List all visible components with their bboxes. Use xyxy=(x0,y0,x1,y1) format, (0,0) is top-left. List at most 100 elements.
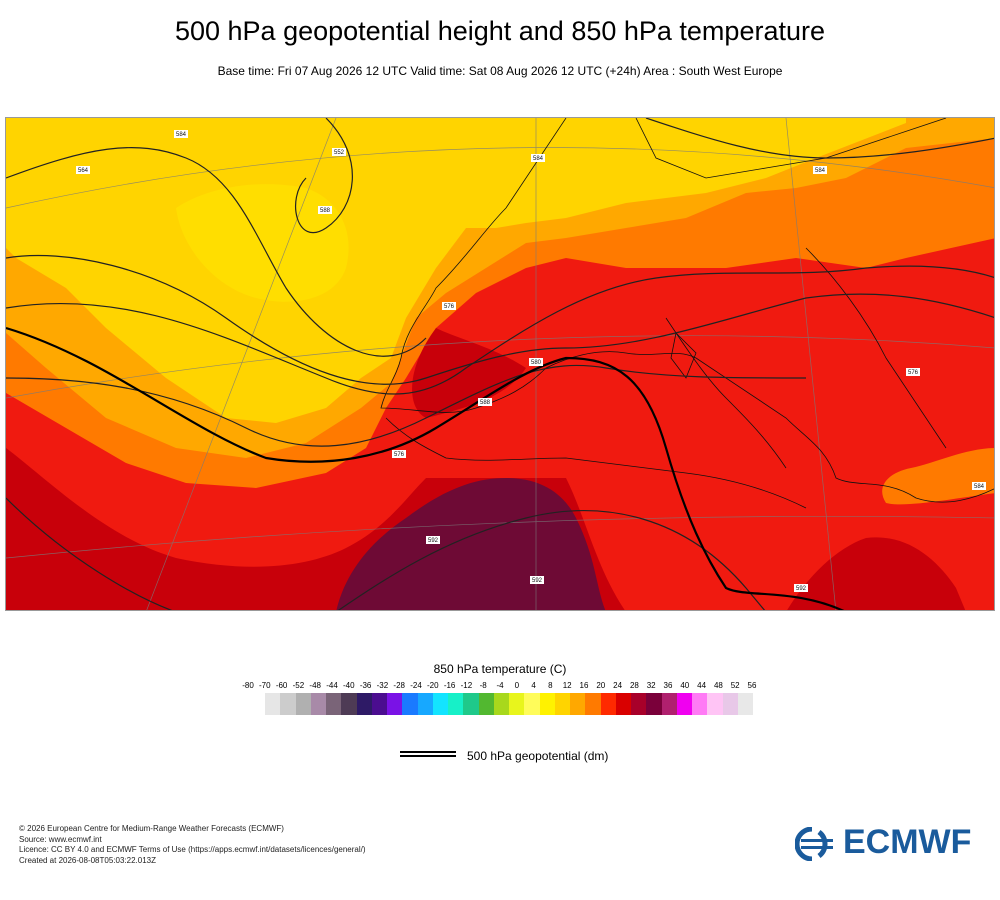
copyright-line: © 2026 European Centre for Medium-Range … xyxy=(19,824,284,833)
legend-tick-label: -16 xyxy=(443,681,456,690)
legend-tick-label: -52 xyxy=(292,681,305,690)
svg-text:564: 564 xyxy=(78,168,89,174)
legend-tick-label: 44 xyxy=(697,681,707,690)
contour-label: 584 xyxy=(813,166,827,174)
color-swatch xyxy=(676,693,692,715)
contour-label: 588 xyxy=(318,206,332,214)
color-swatch xyxy=(417,693,433,715)
contour-label: 576 xyxy=(906,368,920,376)
color-swatch xyxy=(310,693,326,715)
svg-text:592: 592 xyxy=(428,538,439,544)
legend-tick-label: -32 xyxy=(376,681,389,690)
legend-tick-label: -44 xyxy=(326,681,338,690)
legend-tick-label: 52 xyxy=(730,681,740,690)
contour-label: 588 xyxy=(478,398,492,406)
color-swatch xyxy=(402,693,418,715)
svg-text:588: 588 xyxy=(480,400,491,406)
licence-line: Licence: CC BY 4.0 and ECMWF Terms of Us… xyxy=(19,845,366,854)
legend-ticks: -80 -70 -60 -52 -48 -44 -40 -36 -32 -28 -24 -20 -16-… xyxy=(240,681,760,693)
ecmwf-logo-text: ECMWF xyxy=(843,823,972,861)
legend-tick-label: -24 xyxy=(410,681,422,690)
legend-tick-label: -60 xyxy=(275,681,288,690)
color-swatch xyxy=(585,693,601,715)
svg-text:584: 584 xyxy=(533,156,544,162)
legend-tick-label: -40 xyxy=(343,681,355,690)
color-swatch xyxy=(692,693,708,715)
color-swatch xyxy=(524,693,540,715)
coastlines xyxy=(380,118,994,509)
created-line: Created at 2026-08-08T05:03:22.013Z xyxy=(19,855,156,865)
map-canvas: 564 552 576 580 584 588 592 576 584 592 … xyxy=(6,118,994,610)
color-swatch xyxy=(509,693,525,715)
legend-tick-label: 40 xyxy=(680,681,690,690)
color-swatch xyxy=(295,693,311,715)
color-swatch xyxy=(554,693,570,715)
color-swatch xyxy=(570,693,586,715)
legend-tick-label: 16 xyxy=(579,681,589,690)
geopotential-legend: 500 hPa geopotential (dm) xyxy=(400,748,700,766)
color-swatch xyxy=(387,693,403,715)
legend-tick-label: 36 xyxy=(663,681,673,690)
legend-tick-label: 8 xyxy=(548,681,553,690)
color-swatch xyxy=(600,693,616,715)
legend-tick-label: 56 xyxy=(747,681,757,690)
legend-tick-label: 24 xyxy=(613,681,623,690)
legend-tick-label: -4 xyxy=(496,681,504,690)
legend-tick-label: -36 xyxy=(359,681,372,690)
legend-tick-label: 0 xyxy=(514,681,520,690)
legend-tick-label: -70 xyxy=(259,681,271,690)
legend-tick-label: 28 xyxy=(629,681,639,690)
color-swatch xyxy=(661,693,677,715)
color-swatch xyxy=(722,693,738,715)
footer-credits: © 2026 European Centre for Medium-Range … xyxy=(19,824,366,866)
band-darkred xyxy=(412,328,526,418)
legend-tick-label: 20 xyxy=(596,681,606,690)
weather-map: 564 552 576 580 584 588 592 576 584 592 … xyxy=(5,117,995,611)
contour-label: 580 xyxy=(529,358,543,366)
color-scale-bar xyxy=(265,693,753,715)
contour-label: 584 xyxy=(531,154,545,162)
svg-text:552: 552 xyxy=(334,150,345,156)
contour-label: 592 xyxy=(426,536,440,544)
svg-text:592: 592 xyxy=(796,586,807,592)
color-swatch xyxy=(326,693,342,715)
svg-text:576: 576 xyxy=(908,370,919,376)
graticule xyxy=(6,118,994,610)
svg-text:576: 576 xyxy=(444,304,455,310)
contour-label: 592 xyxy=(794,584,808,592)
color-swatch xyxy=(646,693,662,715)
color-swatch xyxy=(356,693,372,715)
svg-text:576: 576 xyxy=(394,452,405,458)
band-yellow-core xyxy=(176,184,349,302)
ecmwf-logo: ECMWF xyxy=(795,823,985,862)
chart-title: 500 hPa geopotential height and 850 hPa … xyxy=(174,16,825,46)
color-swatch xyxy=(737,693,753,715)
legend-tick-label: -20 xyxy=(427,681,439,690)
legend-tick-label: -28 xyxy=(393,681,405,690)
contour-label: 592 xyxy=(530,576,544,584)
color-swatch xyxy=(265,693,281,715)
svg-text:584: 584 xyxy=(974,484,985,490)
legend-tick-label: 4 xyxy=(531,681,536,690)
ecmwf-logo-icon xyxy=(795,827,839,861)
contour-label: 584 xyxy=(972,482,986,490)
svg-text:584: 584 xyxy=(176,132,187,138)
legend-tick-label: 48 xyxy=(713,681,723,690)
source-line: Source: www.ecmwf.int xyxy=(19,834,102,844)
color-swatch xyxy=(448,693,464,715)
color-swatch xyxy=(280,693,296,715)
legend-tick-label: -48 xyxy=(309,681,321,690)
color-swatch xyxy=(478,693,494,715)
color-swatch xyxy=(631,693,647,715)
legend-tick-label: -8 xyxy=(479,681,487,690)
chart-subtitle: Base time: Fri 07 Aug 2026 12 UTC Valid … xyxy=(217,64,783,78)
color-swatch xyxy=(341,693,357,715)
color-swatch xyxy=(615,693,631,715)
contour-label: 576 xyxy=(442,302,456,310)
contour-labels: 564 552 576 580 584 588 592 576 584 592 … xyxy=(76,130,986,592)
svg-text:588: 588 xyxy=(320,208,331,214)
band-orange-se xyxy=(882,448,994,505)
color-swatch xyxy=(707,693,723,715)
legend-tick-label: 32 xyxy=(646,681,656,690)
geopotential-legend-label: 500 hPa geopotential (dm) xyxy=(467,749,609,763)
